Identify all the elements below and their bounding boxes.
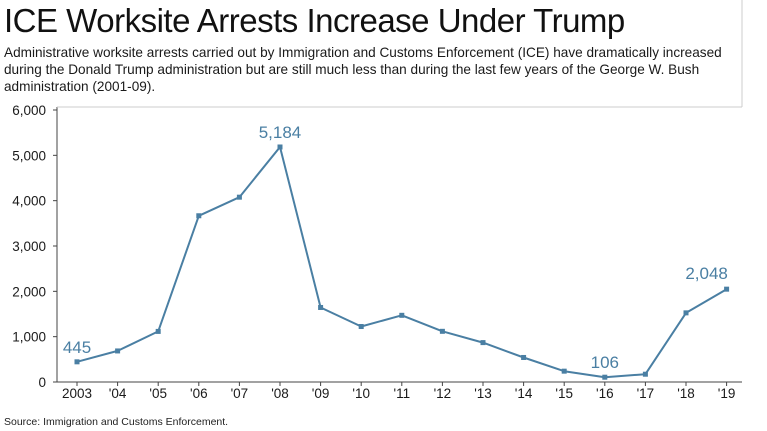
x-tick-label: '11 [394,386,411,401]
chart-title: ICE Worksite Arrests Increase Under Trum… [4,2,625,39]
data-point [236,194,242,200]
data-point [399,312,405,318]
data-label: 106 [591,353,619,372]
y-tick-label: 0 [38,375,46,390]
series-line [76,146,728,379]
data-point [561,368,567,374]
data-point [277,144,283,150]
x-tick-label: '08 [271,386,289,401]
data-label: 445 [63,338,91,357]
x-tick-label: '06 [190,386,208,401]
data-point [358,324,364,330]
x-tick-label: '17 [637,386,655,401]
data-point [439,328,445,334]
data-point [318,304,324,310]
x-tick-label: '07 [231,386,249,401]
x-tick-label: '09 [312,386,330,401]
x-tick-label: '15 [555,386,573,401]
data-point [683,310,689,316]
data-point [602,374,608,380]
y-tick-label: 3,000 [12,239,46,254]
y-tick-label: 4,000 [12,194,46,209]
data-point [521,354,527,360]
x-tick-label: '13 [474,386,492,401]
x-tick-label: '05 [149,386,167,401]
y-tick-label: 2,000 [12,284,46,299]
x-tick-label: '12 [434,386,452,401]
x-tick-label: '14 [515,386,533,401]
source-note: Source: Immigration and Customs Enforcem… [4,416,229,428]
data-point [155,328,161,334]
x-tick-label: '10 [352,386,370,401]
x-tick-label: 2003 [62,386,92,401]
data-label: 5,184 [259,123,302,142]
data-point [115,348,121,354]
data-label: 2,048 [685,264,728,283]
data-point [74,359,80,365]
x-tick-label: '04 [109,386,127,401]
data-point [480,340,486,346]
x-tick-label: '18 [677,386,695,401]
data-point [196,213,202,219]
data-point [724,286,730,292]
x-tick-label: '19 [718,386,736,401]
y-tick-label: 6,000 [12,103,46,118]
x-tick-label: '16 [596,386,614,401]
y-tick-label: 5,000 [12,148,46,163]
chart-subtitle: Administrative worksite arrests carried … [4,45,722,94]
data-point [642,371,648,377]
y-tick-label: 1,000 [12,330,46,345]
